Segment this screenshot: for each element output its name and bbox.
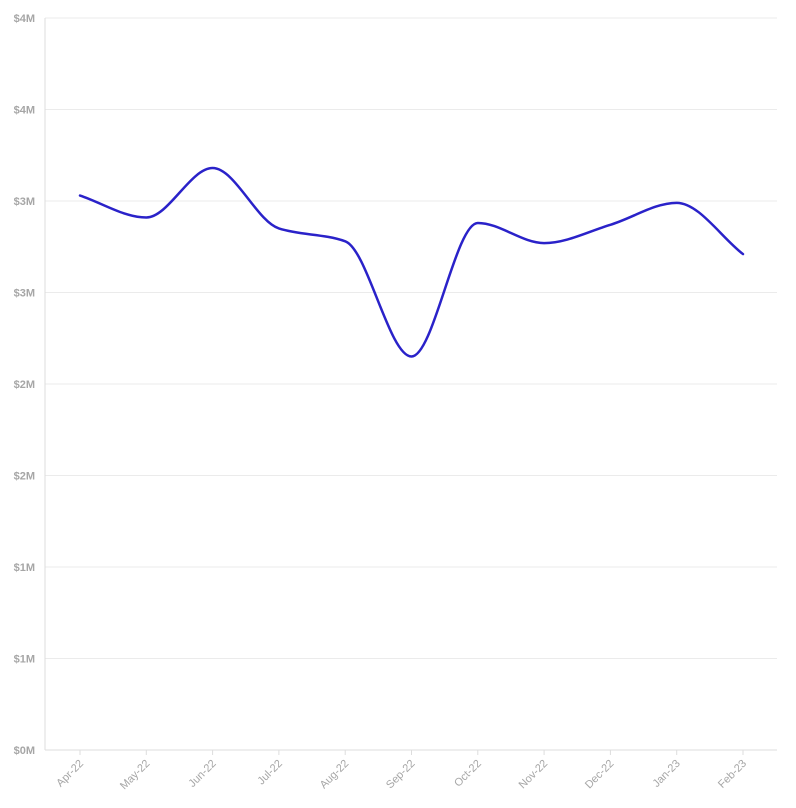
data-point-sep-22[interactable] [409,354,415,360]
y-tick-label: $2M [14,379,35,391]
x-tick-label: Aug-22 [318,758,352,792]
x-tick-label: Jul-22 [255,758,285,788]
data-point-jan-23[interactable] [674,200,680,206]
y-tick-label: $3M [14,196,35,208]
y-tick-label: $1M [14,562,35,574]
x-tick-label: Nov-22 [517,758,551,792]
data-point-jul-22[interactable] [276,225,282,231]
data-point-nov-22[interactable] [541,240,547,246]
data-point-oct-22[interactable] [475,220,481,226]
y-axis-tick-labels: $0M $1M $1M $2M $2M $3M $3M $4M $4M [14,13,35,757]
x-axis-tick-labels: Apr-22 May-22 Jun-22 Jul-22 Aug-22 Sep-22 Oct-… [54,750,749,792]
x-tick-label: Oct-22 [452,758,484,790]
data-point-may-22[interactable] [143,214,149,220]
x-tick-label: Feb-23 [716,758,749,791]
y-tick-label: $3M [14,288,35,300]
y-tick-label: $4M [14,13,35,25]
data-point-apr-22[interactable] [77,193,83,199]
gridlines [45,17,777,659]
x-tick-label: May-22 [118,758,152,792]
y-tick-label: $0M [14,745,35,757]
series-line [78,166,745,358]
y-tick-label: $1M [14,654,35,666]
y-tick-label: $2M [14,471,35,483]
x-tick-label: Apr-22 [54,758,86,790]
y-tick-label: $4M [14,105,35,117]
x-tick-label: Dec-22 [583,758,617,792]
series-layer [77,165,746,360]
data-point-aug-22[interactable] [342,238,348,244]
data-point-dec-22[interactable] [607,222,613,228]
x-tick-label: Sep-22 [384,758,418,792]
data-point-jun-22[interactable] [210,165,216,171]
x-tick-label: Jan-23 [651,758,683,790]
x-tick-label: Jun-22 [186,758,218,790]
data-point-feb-23[interactable] [740,251,746,257]
